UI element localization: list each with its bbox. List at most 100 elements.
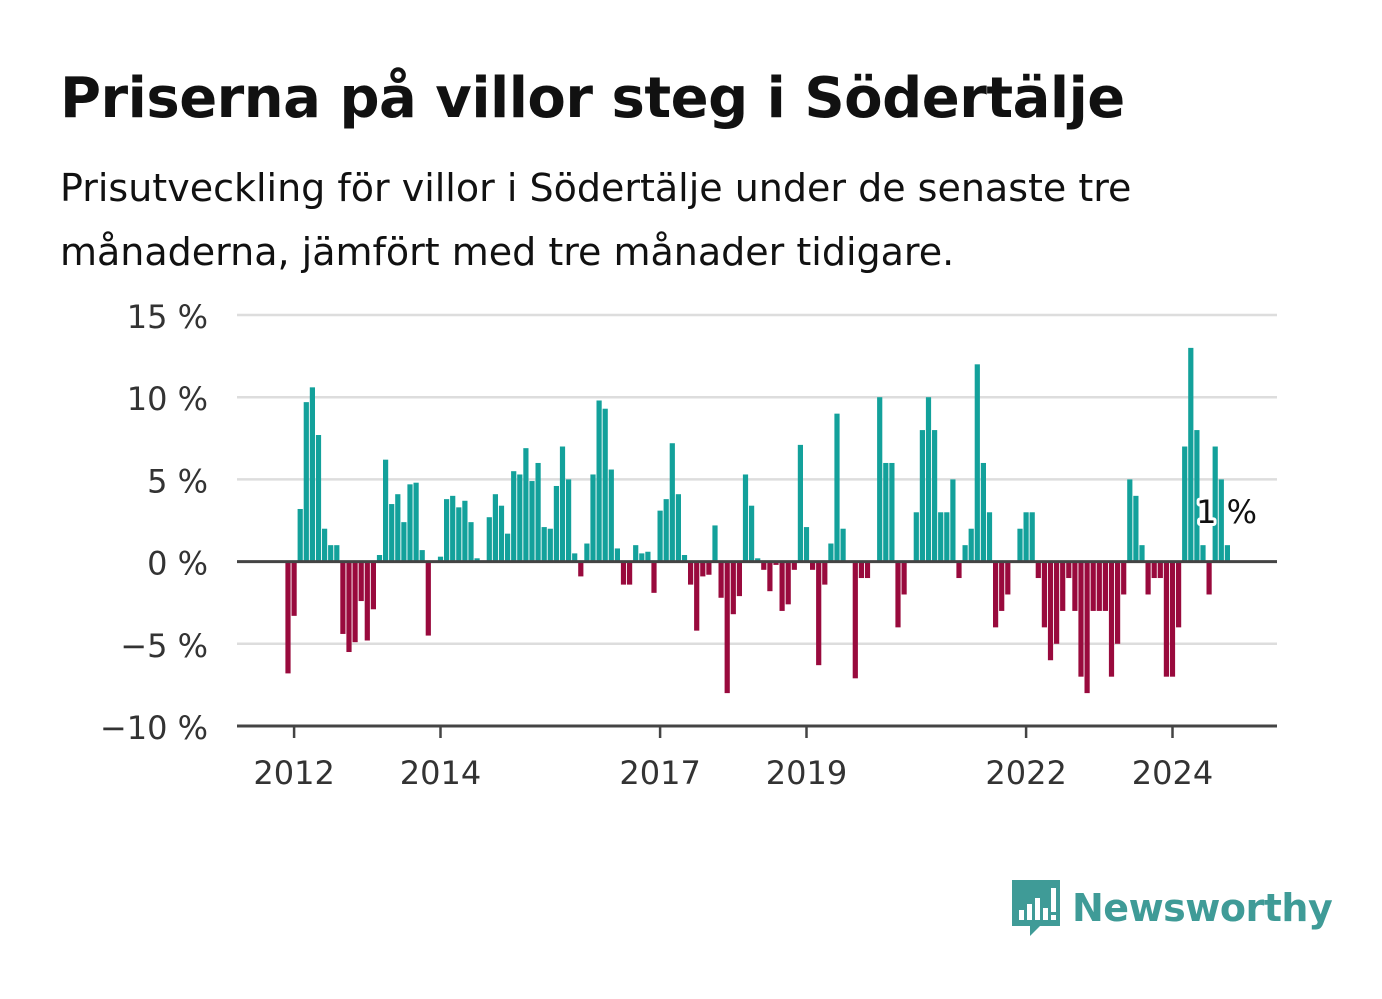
- bar: [822, 561, 828, 585]
- bar: [1041, 561, 1047, 628]
- y-tick-label: 10 %: [127, 380, 208, 418]
- bar: [627, 561, 633, 585]
- bar: [383, 459, 389, 562]
- bar: [816, 561, 822, 666]
- bar: [1035, 561, 1041, 579]
- bar: [468, 522, 474, 562]
- bar: [401, 522, 407, 562]
- bar: [1139, 545, 1145, 562]
- bar: [724, 561, 730, 694]
- bar: [1163, 561, 1169, 677]
- bar: [962, 545, 968, 562]
- newsworthy-logo: Newsworthy: [1010, 878, 1333, 938]
- bar: [1029, 512, 1035, 562]
- bar: [395, 494, 401, 562]
- bar: [492, 494, 498, 562]
- bar: [1188, 347, 1194, 562]
- bar: [566, 479, 572, 562]
- bar: [840, 528, 846, 562]
- bar: [718, 561, 724, 598]
- bar: [1102, 561, 1108, 611]
- bar: [559, 446, 566, 562]
- x-tick-label: 2014: [400, 754, 481, 792]
- bar: [1169, 561, 1176, 677]
- bar: [883, 462, 889, 562]
- bar: [803, 527, 810, 562]
- bar: [1084, 561, 1090, 694]
- bar: [370, 561, 376, 610]
- bar: [968, 528, 974, 562]
- bar: [535, 462, 541, 562]
- bar: [407, 484, 413, 562]
- bar: [303, 402, 309, 562]
- bar: [425, 561, 431, 636]
- bar: [1206, 561, 1212, 595]
- bar: [1121, 561, 1127, 595]
- bar: [572, 553, 578, 562]
- bar: [1145, 561, 1151, 595]
- bar-chart-speech-bubble-icon: [1012, 880, 1060, 936]
- bar: [895, 561, 901, 628]
- bar: [1060, 561, 1066, 611]
- bar: [761, 561, 767, 570]
- bar: [450, 495, 456, 562]
- bar: [1096, 561, 1102, 611]
- bar: [639, 553, 645, 562]
- bar: [974, 364, 980, 562]
- bar: [651, 561, 657, 593]
- x-tick-label: 2012: [253, 754, 334, 792]
- bar: [1090, 561, 1096, 611]
- bar: [828, 543, 834, 562]
- bar: [749, 505, 755, 562]
- bar: [1200, 545, 1206, 562]
- bar: [340, 561, 346, 634]
- bar: [462, 500, 468, 562]
- bar: [315, 435, 322, 562]
- bar: [663, 499, 669, 562]
- bar: [834, 413, 840, 562]
- x-tick-label: 2017: [619, 754, 700, 792]
- bar: [950, 479, 956, 562]
- brand-name: Newsworthy: [1072, 886, 1333, 930]
- bar: [523, 448, 529, 562]
- chart-title: Priserna på villor steg i Södertälje: [60, 66, 1125, 131]
- bar: [810, 561, 816, 570]
- y-tick-label: 0 %: [147, 545, 208, 583]
- bar: [797, 444, 803, 562]
- chart-subtitle: Prisutveckling för villor i Södertälje u…: [60, 166, 1132, 274]
- bar: [517, 474, 523, 562]
- bar: [486, 517, 492, 562]
- bar: [700, 561, 706, 577]
- bar: [1108, 561, 1115, 677]
- bar: [437, 556, 444, 562]
- bar: [736, 561, 742, 597]
- bar: [346, 561, 352, 653]
- bar: [956, 561, 962, 579]
- bar: [511, 471, 517, 562]
- bar: [1066, 561, 1072, 579]
- bar: [925, 397, 932, 562]
- bar: [608, 469, 614, 562]
- bar: [1194, 430, 1200, 562]
- bar: [541, 527, 547, 562]
- bar: [1157, 561, 1163, 579]
- bar: [529, 481, 535, 562]
- bar: [785, 561, 791, 605]
- bar: [742, 474, 749, 562]
- bar: [858, 561, 864, 579]
- bar: [913, 512, 919, 562]
- bar: [1017, 528, 1023, 562]
- bar: [694, 561, 700, 631]
- bar: [938, 512, 944, 562]
- bar: [1224, 545, 1230, 562]
- bar: [498, 505, 505, 562]
- bar: [932, 430, 938, 562]
- bar: [1218, 479, 1224, 562]
- x-tick-label: 2024: [1132, 754, 1213, 792]
- bar: [291, 561, 297, 616]
- bar: [877, 397, 883, 562]
- bar: [633, 545, 639, 562]
- bar: [919, 430, 925, 562]
- x-tick-label: 2022: [985, 754, 1066, 792]
- y-tick-label: 15 %: [127, 298, 208, 336]
